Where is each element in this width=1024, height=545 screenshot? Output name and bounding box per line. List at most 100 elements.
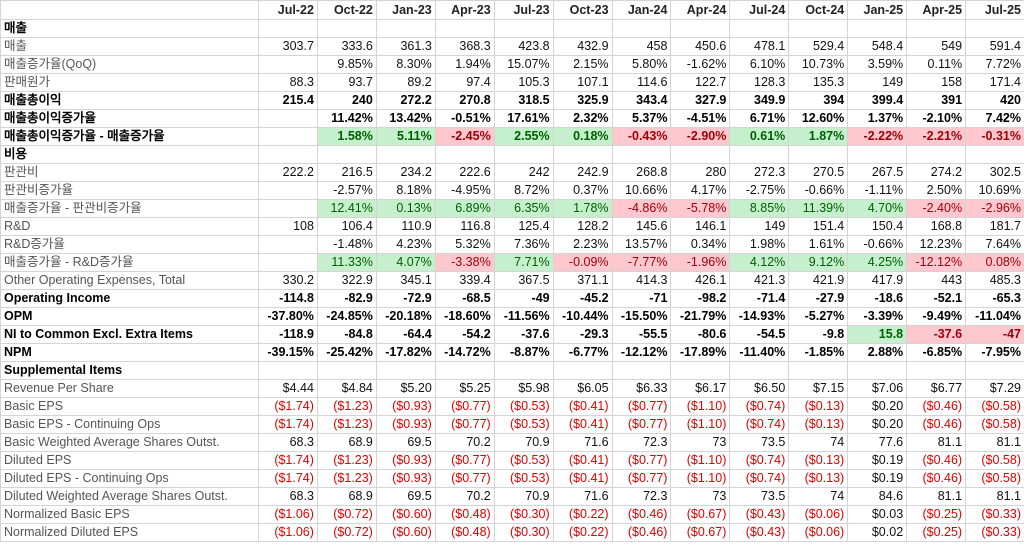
value-cell: 0.18% — [552, 127, 613, 146]
value-cell: ($1.06) — [258, 523, 318, 542]
value-cell: 399.4 — [847, 91, 908, 110]
empty-cell — [434, 145, 495, 164]
value-cell: 74 — [788, 433, 849, 452]
value-cell: 146.1 — [670, 217, 731, 236]
value-cell: 0.11% — [906, 55, 967, 74]
value-cell: 71.6 — [552, 487, 613, 506]
value-cell: ($1.23) — [316, 469, 377, 488]
row-label: Normalized Diluted EPS — [0, 523, 259, 542]
table-row: Supplemental Items — [0, 361, 1024, 380]
value-cell: 70.2 — [434, 487, 495, 506]
table-row: R&D증가율 -1.48% 4.23% 5.32% 7.36% 2.23% 13.57% 0.… — [0, 235, 1024, 254]
value-cell: -37.6 — [906, 325, 967, 344]
value-cell: -6.85% — [906, 343, 967, 362]
value-cell: -2.57% — [316, 181, 377, 200]
value-cell: 7.64% — [965, 235, 1024, 254]
value-cell: -4.86% — [611, 199, 672, 218]
value-cell: ($1.74) — [258, 469, 318, 488]
value-cell: 1.37% — [847, 109, 908, 128]
value-cell: 15.8 — [847, 325, 908, 344]
value-cell: 361.3 — [375, 37, 436, 56]
value-cell: ($0.41) — [552, 415, 613, 434]
row-label: Normalized Basic EPS — [0, 505, 259, 524]
value-cell: 181.7 — [965, 217, 1024, 236]
value-cell: ($1.10) — [670, 415, 731, 434]
value-cell: 3.59% — [847, 55, 908, 74]
value-cell: 2.15% — [552, 55, 613, 74]
empty-cell — [493, 145, 554, 164]
value-cell: -0.66% — [847, 235, 908, 254]
value-cell: ($0.67) — [670, 505, 731, 524]
table-row: Diluted EPS - Continuing Ops ($1.74) ($1.2… — [0, 469, 1024, 488]
value-cell: ($1.06) — [258, 505, 318, 524]
value-cell: -4.51% — [670, 109, 731, 128]
value-cell: ($0.48) — [434, 523, 495, 542]
empty-cell — [316, 145, 377, 164]
value-cell: -0.43% — [611, 127, 672, 146]
value-cell: 9.12% — [788, 253, 849, 272]
value-cell: -7.77% — [611, 253, 672, 272]
table-row: R&D 108 106.4 110.9 116.8 125.4 128.2 145.6 146.… — [0, 217, 1024, 236]
row-label: 비용 — [0, 145, 259, 164]
value-cell: 367.5 — [493, 271, 554, 290]
value-cell: ($0.77) — [611, 415, 672, 434]
value-cell: 168.8 — [906, 217, 967, 236]
value-cell: -65.3 — [965, 289, 1024, 308]
header-row: Jul-22 Oct-22 Jan-23 Apr-23 Jul-23 Oct-23 Jan-… — [0, 0, 1024, 20]
value-cell: $5.98 — [493, 379, 554, 398]
value-cell: 2.55% — [493, 127, 554, 146]
value-cell: 135.3 — [788, 73, 849, 92]
value-cell: -2.22% — [847, 127, 908, 146]
value-cell: $0.02 — [847, 523, 908, 542]
column-header: Jan-24 — [611, 0, 672, 20]
value-cell: ($0.93) — [375, 415, 436, 434]
value-cell: ($0.77) — [611, 451, 672, 470]
value-cell: 4.23% — [375, 235, 436, 254]
row-label: 매출총이익 — [0, 91, 259, 110]
value-cell: 322.9 — [316, 271, 377, 290]
value-cell: -45.2 — [552, 289, 613, 308]
table-row: 매출증가율 - 판관비증가율 12.41% 0.13% 6.89% 6.35% 1.78%… — [0, 199, 1024, 218]
value-cell: 1.98% — [729, 235, 790, 254]
value-cell: -0.31% — [965, 127, 1024, 146]
value-cell: 2.50% — [906, 181, 967, 200]
value-cell: 270.8 — [434, 91, 495, 110]
value-cell: 2.32% — [552, 109, 613, 128]
value-cell: $4.84 — [316, 379, 377, 398]
value-cell: 420 — [965, 91, 1024, 110]
value-cell: 591.4 — [965, 37, 1024, 56]
value-cell: 125.4 — [493, 217, 554, 236]
empty-cell — [788, 145, 849, 164]
table-row: Operating Income -114.8 -82.9 -72.9 -68.5 -49… — [0, 289, 1024, 308]
value-cell: 302.5 — [965, 163, 1024, 182]
row-label: Basic EPS — [0, 397, 259, 416]
empty-cell — [375, 19, 436, 38]
value-cell: 272.3 — [729, 163, 790, 182]
value-cell: 15.07% — [493, 55, 554, 74]
value-cell: 339.4 — [434, 271, 495, 290]
value-cell: 242 — [493, 163, 554, 182]
value-cell: 0.08% — [965, 253, 1024, 272]
value-cell: -80.6 — [670, 325, 731, 344]
value-cell: 1.87% — [788, 127, 849, 146]
value-cell: -25.42% — [316, 343, 377, 362]
value-cell: 240 — [316, 91, 377, 110]
value-cell: 333.6 — [316, 37, 377, 56]
value-cell: 529.4 — [788, 37, 849, 56]
value-cell: -37.6 — [493, 325, 554, 344]
empty-cell — [375, 145, 436, 164]
row-label: Operating Income — [0, 289, 259, 308]
value-cell: 268.8 — [611, 163, 672, 182]
value-cell: 343.4 — [611, 91, 672, 110]
value-cell: 149 — [729, 217, 790, 236]
table-row: Other Operating Expenses, Total 330.2 322.… — [0, 271, 1024, 290]
value-cell: 414.3 — [611, 271, 672, 290]
value-cell: 421.9 — [788, 271, 849, 290]
empty-cell — [552, 145, 613, 164]
value-cell: ($0.06) — [788, 505, 849, 524]
empty-cell — [788, 361, 849, 380]
value-cell: 128.2 — [552, 217, 613, 236]
value-cell: ($0.46) — [611, 505, 672, 524]
empty-cell — [788, 19, 849, 38]
value-cell: -17.82% — [375, 343, 436, 362]
